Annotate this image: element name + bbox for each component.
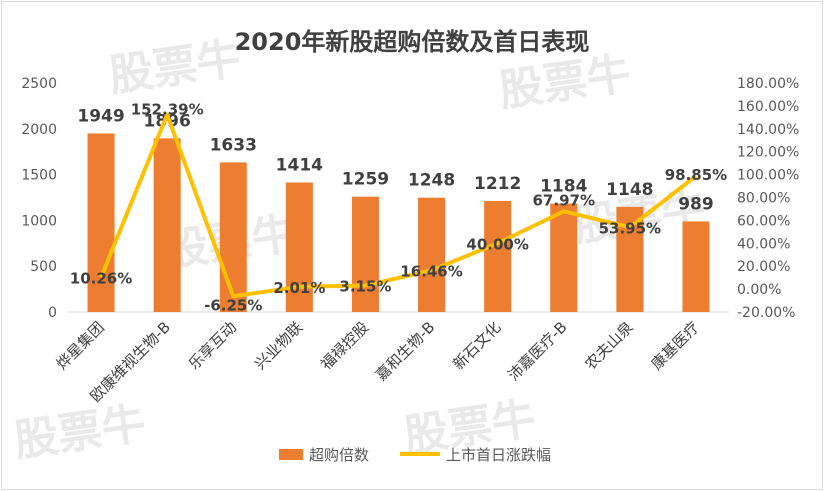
legend-label-line: 上市首日涨跌幅 (446, 446, 551, 464)
line-data-label: 67.97% (533, 191, 595, 209)
bar (550, 203, 578, 312)
bar (484, 200, 512, 312)
line-data-label: -6.25% (204, 296, 262, 314)
bar (219, 162, 247, 312)
category-label: 乐享互动 (185, 318, 240, 373)
legend: 超购倍数 上市首日涨跌幅 (279, 446, 551, 464)
bar-data-label: 1184 (540, 177, 587, 197)
bar (153, 138, 181, 312)
category-label: 福禄控股 (317, 318, 372, 373)
bar-data-label: 1248 (408, 171, 455, 191)
line-data-label: 10.26% (70, 269, 132, 287)
legend-swatch-bar (279, 449, 303, 460)
left-axis: 0 500 1000 1500 2000 2500 (21, 76, 57, 321)
watermark-text: 股票牛 (11, 398, 149, 467)
category-label: 农夫山泉 (582, 318, 637, 373)
right-tick-label: 140.00% (737, 122, 799, 138)
category-label: 兴业物联 (251, 318, 306, 373)
bar-data-label: 1148 (606, 180, 653, 200)
right-axis: -20.00% 0.00% 20.00% 40.00% 60.00% 80.00% 100.… (737, 76, 799, 321)
chart-title: 2020年新股超购倍数及首日表现 (235, 28, 590, 56)
bar-data-label: 989 (678, 194, 714, 214)
right-tick-label: 180.00% (737, 76, 799, 92)
bar-series (87, 133, 710, 312)
bar-labels: 1949 1896 1633 1414 1259 1248 1212 1184 1148 989 (77, 106, 713, 214)
right-tick-label: 100.00% (737, 168, 799, 184)
left-tick-label: 2000 (21, 122, 57, 138)
bar-data-label: 1212 (474, 174, 521, 194)
watermark-text: 股票牛 (496, 48, 634, 117)
line-data-label: 16.46% (400, 262, 462, 280)
line-data-label: 3.15% (339, 277, 391, 295)
line-data-label: 98.85% (665, 166, 727, 184)
right-tick-label: 120.00% (737, 145, 799, 161)
legend-label-bar: 超购倍数 (309, 446, 369, 464)
left-tick-label: 2500 (21, 76, 57, 92)
bar-data-label: 1949 (77, 106, 124, 126)
right-tick-label: 60.00% (737, 213, 790, 229)
bar (351, 196, 379, 312)
right-tick-label: 80.00% (737, 191, 790, 207)
left-tick-label: 500 (30, 259, 57, 275)
category-label: 康基医疗 (648, 318, 703, 373)
bar-data-label: 1414 (276, 155, 323, 175)
category-label: 嘉和生物-B (372, 318, 438, 384)
left-tick-label: 1000 (21, 213, 57, 229)
line-series (99, 112, 698, 299)
bar (87, 133, 115, 312)
left-tick-label: 1500 (21, 168, 57, 184)
bar (682, 221, 710, 312)
line-data-label: 152.39% (131, 101, 204, 119)
right-tick-label: 20.00% (737, 259, 790, 275)
bar-data-label: 1633 (210, 135, 257, 155)
left-tick-label: 0 (48, 305, 57, 321)
watermark-text: 股票牛 (106, 33, 244, 102)
bar-data-label: 1896 (143, 111, 190, 131)
bar-data-label: 1259 (342, 170, 389, 190)
category-label: 新石文化 (449, 318, 504, 373)
line-data-label: 2.01% (273, 279, 325, 297)
right-tick-label: 160.00% (737, 99, 799, 115)
right-tick-label: 40.00% (737, 236, 790, 252)
bar (418, 197, 446, 312)
watermark-layer: 股票牛股票牛股票牛股票牛股票牛股票牛 (11, 33, 709, 467)
category-label: 烨星集团 (53, 318, 108, 373)
category-label: 沛嘉医疗-B (504, 318, 570, 384)
right-tick-label: -20.00% (737, 305, 795, 321)
right-tick-label: 0.00% (737, 282, 781, 298)
line-data-label: 53.95% (599, 219, 661, 237)
line-labels: 10.26% 152.39% -6.25% 2.01% 3.15% 16.46%40.00… (70, 101, 727, 315)
line-data-label: 40.00% (466, 235, 528, 253)
bar (285, 182, 313, 312)
